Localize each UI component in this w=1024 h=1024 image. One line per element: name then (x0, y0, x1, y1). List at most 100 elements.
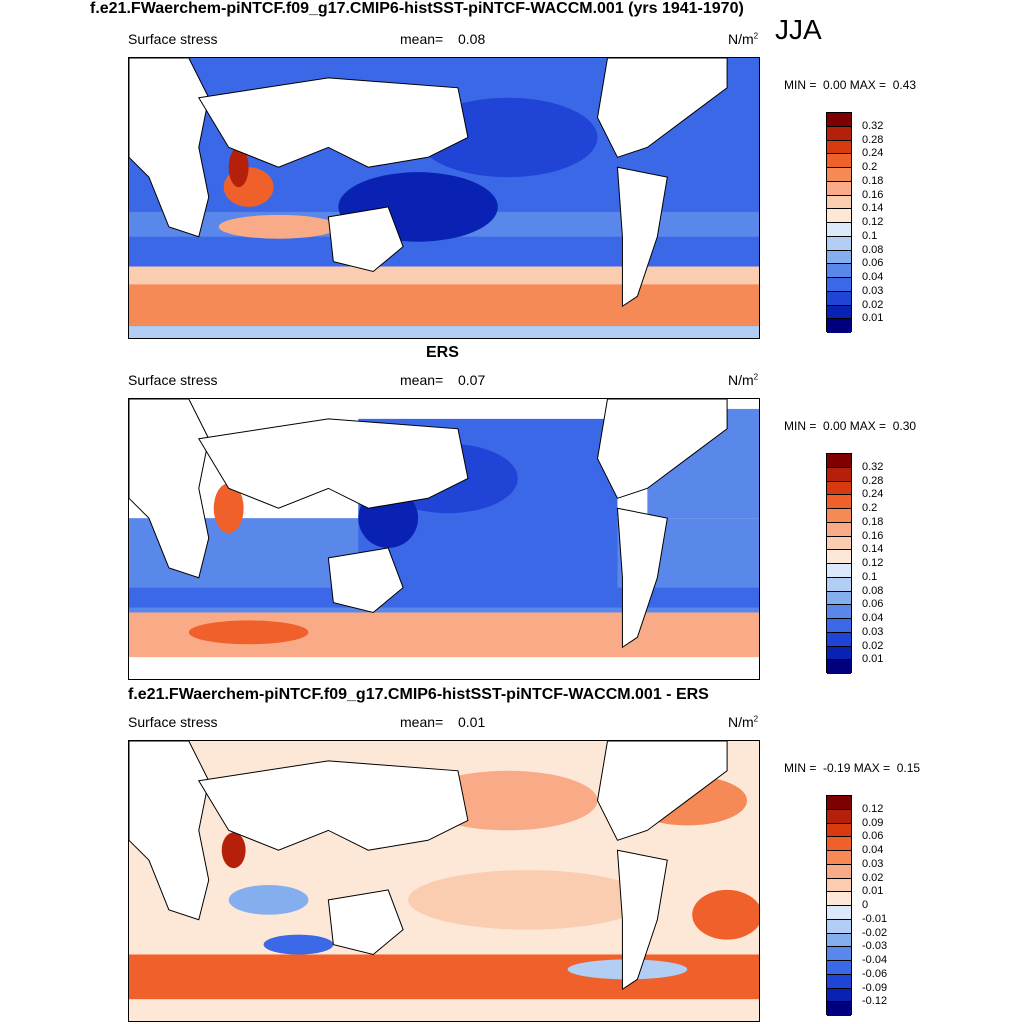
colorbar-segment (827, 264, 851, 278)
colorbar-level-label: 0.18 (862, 174, 884, 187)
colorbar-segment (827, 509, 851, 523)
colorbar-level-label: 0.04 (862, 612, 884, 624)
colorbar-level-label: 0.32 (862, 119, 884, 132)
colorbar-level-label: 0.01 (862, 312, 884, 325)
colorbar-level-label: 0.28 (862, 133, 884, 146)
panel-3-mean-value: 0.01 (458, 714, 486, 730)
colorbar-level-label: 0.1 (862, 229, 878, 242)
panel-3-minmax: MIN = -0.19 MAX = 0.15 (784, 761, 921, 775)
colorbar-segment (827, 223, 851, 237)
colorbar-level-label: -0.01 (862, 912, 888, 925)
colorbar-level-label: 0.12 (862, 802, 884, 815)
colorbar-segment (827, 988, 851, 1003)
colorbar-level-label: -0.03 (862, 940, 888, 953)
colorbar-level-label: 0.1 (862, 570, 878, 583)
colorbar-segment (827, 454, 851, 468)
colorbar-level-label: 0.06 (862, 257, 884, 270)
colorbar-level-label: 0.09 (862, 816, 884, 829)
colorbar-segment (827, 809, 851, 824)
colorbar-segment (827, 933, 851, 948)
panel-3-variable: Surface stress (128, 714, 218, 730)
panel-1-units: N/m2 (728, 31, 759, 47)
colorbar-segment (827, 947, 851, 961)
colorbar-segment (827, 113, 851, 127)
colorbar-segment (827, 974, 851, 989)
colorbar-level-label: 0.02 (862, 871, 884, 884)
colorbar-segment (827, 796, 851, 810)
colorbar-segment (827, 632, 851, 647)
panel-1-minmax: MIN = 0.00 MAX = 0.43 (784, 78, 917, 92)
colorbar-segment (827, 278, 851, 292)
colorbar-level-label: 0.18 (862, 515, 884, 528)
colorbar-level-label: 0.12 (862, 216, 884, 228)
colorbar-segment (827, 878, 851, 893)
colorbar-level-label: 0.01 (862, 885, 884, 898)
colorbar-level-label: 0.12 (862, 557, 884, 569)
colorbar-segment (827, 467, 851, 482)
panel-1-map-graphic (129, 58, 759, 338)
colorbar-segment (827, 481, 851, 496)
panel-3-map (128, 740, 760, 1022)
colorbar-segment (827, 195, 851, 210)
colorbar-segment (827, 591, 851, 606)
colorbar-level-label: 0.01 (862, 653, 884, 666)
panel-1-mean-value: 0.08 (458, 31, 486, 47)
colorbar-segment (827, 564, 851, 578)
panel-2-colorbar (826, 453, 852, 674)
colorbar-level-label: -0.02 (862, 926, 888, 939)
colorbar-segment (827, 305, 851, 320)
colorbar-level-label: 0.08 (862, 243, 884, 256)
colorbar-segment (827, 823, 851, 838)
colorbar-segment (827, 906, 851, 920)
colorbar-level-label: 0.16 (862, 188, 884, 201)
colorbar-segment (827, 522, 851, 537)
colorbar-level-label: 0.14 (862, 202, 884, 215)
panel-3-map-graphic (129, 741, 759, 1021)
panel-2-title: ERS (426, 344, 459, 361)
colorbar-level-label: 0.28 (862, 474, 884, 487)
colorbar-level-label: 0.04 (862, 271, 884, 283)
panel-3-colorbar (826, 795, 852, 1016)
panel-1-map (128, 57, 760, 339)
colorbar-segment (827, 550, 851, 564)
colorbar-level-label: 0.2 (862, 161, 878, 173)
colorbar-level-label: 0.03 (862, 284, 884, 297)
colorbar-segment (827, 168, 851, 182)
colorbar-level-label: -0.09 (862, 981, 888, 994)
colorbar-level-label: -0.04 (862, 954, 888, 966)
panel-2-variable: Surface stress (128, 372, 218, 388)
colorbar-segment (827, 660, 851, 674)
panel-3-mean-label: mean= (400, 714, 444, 730)
colorbar-level-label: 0.16 (862, 529, 884, 542)
panel-2-mean-label: mean= (400, 372, 444, 388)
panel-2-minmax: MIN = 0.00 MAX = 0.30 (784, 419, 917, 433)
panel-1-mean-label: mean= (400, 31, 444, 47)
colorbar-segment (827, 577, 851, 592)
colorbar-level-label: 0.06 (862, 598, 884, 611)
colorbar-segment (827, 605, 851, 619)
colorbar-level-label: 0.24 (862, 488, 884, 501)
colorbar-segment (827, 291, 851, 306)
panel-2-units: N/m2 (728, 372, 759, 388)
colorbar-segment (827, 181, 851, 196)
colorbar-level-label: 0.02 (862, 639, 884, 652)
colorbar-segment (827, 919, 851, 934)
colorbar-segment (827, 1002, 851, 1016)
colorbar-level-label: 0 (862, 899, 869, 911)
colorbar-level-label: 0.2 (862, 502, 878, 514)
colorbar-segment (827, 837, 851, 851)
colorbar-segment (827, 864, 851, 879)
colorbar-segment (827, 319, 851, 333)
colorbar-segment (827, 892, 851, 906)
colorbar-level-label: 0.02 (862, 298, 884, 311)
colorbar-segment (827, 851, 851, 865)
figure-title: f.e21.FWaerchem-piNTCF.f09_g17.CMIP6-his… (90, 0, 744, 17)
season-label: JJA (775, 14, 822, 45)
colorbar-level-label: 0.03 (862, 625, 884, 638)
colorbar-level-label: 0.03 (862, 857, 884, 870)
colorbar-level-label: 0.24 (862, 147, 884, 160)
panel-1-variable: Surface stress (128, 31, 218, 47)
colorbar-level-label: 0.06 (862, 830, 884, 843)
colorbar-segment (827, 154, 851, 168)
colorbar-segment (827, 209, 851, 223)
